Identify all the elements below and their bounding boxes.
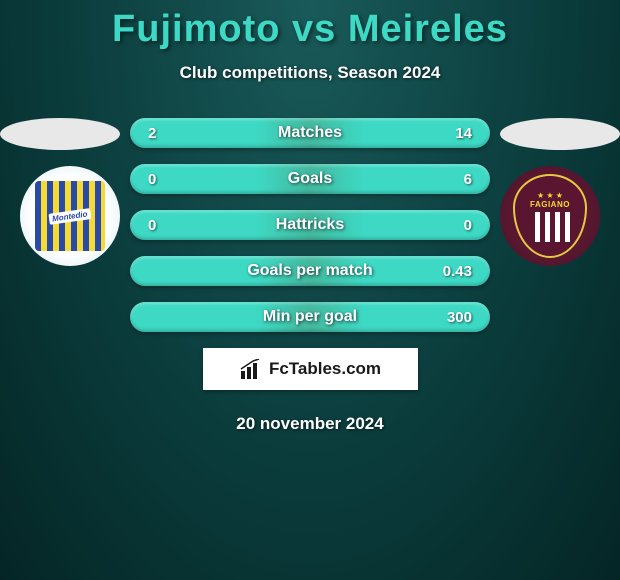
brand-card: FcTables.com — [203, 348, 418, 390]
stat-value-right: 6 — [432, 171, 472, 188]
club-badge-right: ★ ★ ★ FAGIANO — [500, 166, 600, 266]
stat-row-goals: 0 Goals 6 — [130, 164, 490, 194]
stripes-icon — [530, 212, 570, 242]
stat-row-min-per-goal: Min per goal 300 — [130, 302, 490, 332]
country-flag-left — [0, 118, 120, 150]
star-icon: ★ ★ ★ — [537, 191, 563, 200]
stat-row-hattricks: 0 Hattricks 0 — [130, 210, 490, 240]
chart-icon — [239, 359, 263, 379]
subtitle: Club competitions, Season 2024 — [0, 63, 620, 83]
stat-value-left: 0 — [148, 171, 188, 188]
stat-value-right: 300 — [432, 309, 472, 326]
stat-label: Hattricks — [276, 216, 344, 234]
stat-label: Goals per match — [247, 262, 372, 280]
country-flag-right — [500, 118, 620, 150]
stat-label: Min per goal — [263, 308, 357, 326]
club-label-right: FAGIANO — [530, 200, 570, 209]
stat-value-left: 2 — [148, 125, 188, 142]
date-label: 20 november 2024 — [0, 414, 620, 434]
fagiano-crest: ★ ★ ★ FAGIANO — [513, 174, 587, 258]
stat-label: Goals — [288, 170, 332, 188]
page-title: Fujimoto vs Meireles — [0, 0, 620, 51]
stat-label: Matches — [278, 124, 342, 142]
comparison-panel: Montedio ★ ★ ★ FAGIANO 2 Matches 14 0 Go… — [0, 118, 620, 434]
club-badge-left: Montedio — [20, 166, 120, 266]
montedio-crest: Montedio — [35, 181, 105, 251]
club-label-left: Montedio — [49, 208, 92, 225]
stat-row-matches: 2 Matches 14 — [130, 118, 490, 148]
stat-value-left: 0 — [148, 217, 188, 234]
stats-list: 2 Matches 14 0 Goals 6 0 Hattricks 0 Goa… — [130, 118, 490, 332]
stat-value-right: 0 — [432, 217, 472, 234]
brand-label: FcTables.com — [269, 359, 381, 379]
stat-value-right: 14 — [432, 125, 472, 142]
stat-value-right: 0.43 — [432, 263, 472, 280]
stat-row-goals-per-match: Goals per match 0.43 — [130, 256, 490, 286]
